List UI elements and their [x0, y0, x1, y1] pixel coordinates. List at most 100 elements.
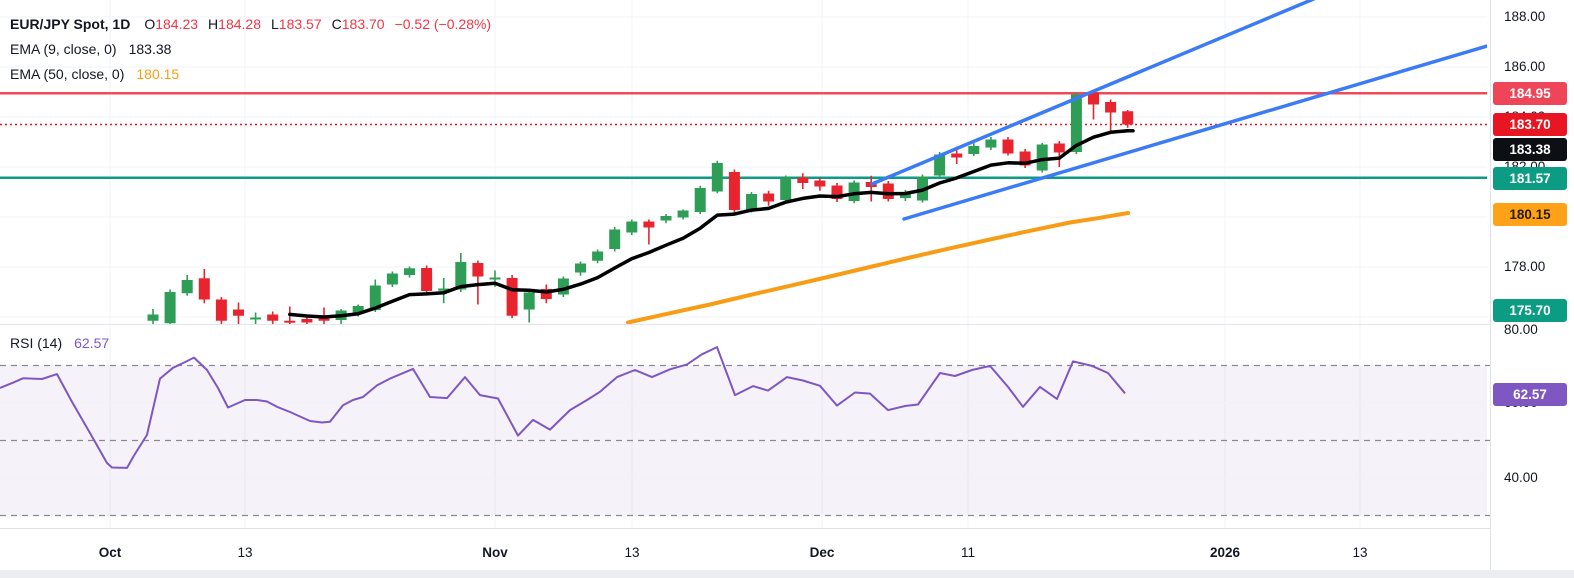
candle-body — [677, 210, 689, 218]
time-label-13: 13 — [624, 545, 640, 560]
candle-body — [250, 317, 262, 320]
price-pane — [0, 0, 1487, 325]
price-badge-62.57: 62.57 — [1493, 382, 1567, 406]
candle-body — [506, 278, 518, 316]
legend-symbol-row[interactable]: EUR/JPY Spot, 1D O184.23 H184.28 L183.57 C1… — [10, 11, 491, 36]
time-label-Nov: Nov — [482, 545, 508, 560]
candle-body — [164, 292, 176, 324]
candle-body — [1002, 139, 1014, 154]
rsi-pane — [0, 346, 1126, 469]
ema50-title: EMA (50, close, 0) — [10, 65, 125, 82]
price-badge-181.57: 181.57 — [1493, 166, 1567, 190]
candle-body — [694, 188, 706, 212]
price-badge-183.70: 183.70 — [1493, 113, 1567, 136]
axis-label-178.00: 178.00 — [1504, 259, 1546, 274]
ema50-line — [626, 211, 1130, 325]
candle-body — [763, 193, 775, 202]
candle-body — [711, 163, 723, 192]
candle-body — [540, 289, 552, 299]
candle-body — [557, 278, 569, 295]
candle-body — [352, 306, 364, 314]
vertical-gridlines — [109, 0, 1361, 528]
time-label-13: 13 — [237, 545, 253, 560]
candle-body — [643, 221, 655, 228]
candle-body — [746, 194, 757, 211]
candle-body — [934, 154, 946, 176]
price-gridlines — [0, 16, 1487, 318]
ema9-line — [288, 128, 1135, 319]
ohlc-field-O: O184.23 — [144, 15, 199, 32]
candle-body — [592, 251, 604, 261]
candle-body — [318, 318, 330, 321]
rsi-dashed-levels — [0, 364, 1493, 517]
candle-body — [523, 292, 535, 310]
candle-body — [1070, 94, 1082, 152]
candle-body — [215, 299, 227, 321]
candle-body — [626, 221, 638, 233]
legend-rsi-row[interactable]: RSI (14) 62.57 — [10, 330, 109, 355]
candle-body — [404, 268, 415, 275]
ohlc-fields: O184.23 H184.28 L183.57 C183.70 — [144, 16, 394, 32]
candle-body — [968, 146, 980, 154]
price-badge-183.38: 183.38 — [1493, 137, 1567, 161]
ema50-value: 180.15 — [136, 65, 180, 82]
price-badge-175.70: 175.70 — [1493, 298, 1567, 322]
candle-body — [951, 153, 963, 158]
axis-label-80.00: 80.00 — [1504, 322, 1538, 337]
rsi-line — [0, 346, 1126, 469]
ohlc-field-H: H184.28 — [208, 15, 261, 32]
rsi-title: RSI (14) — [10, 334, 63, 351]
price-badge-184.95: 184.95 — [1493, 81, 1567, 105]
candle-body — [1019, 151, 1031, 166]
ohlc-field-C: C183.70 — [331, 15, 385, 32]
candle-body — [780, 177, 792, 200]
rsi-legend: RSI (14) 62.57 — [10, 330, 109, 355]
candle-body — [660, 216, 672, 221]
candle-body — [489, 277, 501, 280]
trendline-upper[interactable] — [870, 0, 1316, 186]
candle-body — [1088, 92, 1099, 105]
time-axis[interactable]: Oct 13 Nov 13 Dec 11 2026 13 — [0, 528, 1574, 578]
ema9-title: EMA (9, close, 0) — [10, 40, 117, 57]
candle-body — [233, 309, 244, 316]
candle-body — [985, 139, 997, 148]
trendline-lower[interactable] — [902, 44, 1487, 221]
candle-body — [1053, 143, 1065, 153]
candle-body — [831, 185, 843, 199]
candle-body — [386, 273, 398, 285]
candle-body — [198, 278, 210, 300]
candle-body — [267, 314, 279, 321]
symbol-title: EUR/JPY Spot, 1D — [10, 15, 131, 32]
candle-body — [575, 263, 586, 273]
ema9-value: 183.38 — [128, 40, 172, 57]
axis-label-40.00: 40.00 — [1504, 470, 1538, 485]
candle-body — [455, 262, 467, 290]
legend-ema9-row[interactable]: EMA (9, close, 0) 183.38 — [10, 36, 491, 61]
legend-ema50-row[interactable]: EMA (50, close, 0) 180.15 — [10, 61, 491, 86]
candle-body — [421, 268, 433, 291]
price-badge-180.15: 180.15 — [1493, 202, 1567, 226]
candle-body — [147, 314, 159, 321]
candle-body — [301, 319, 313, 323]
candle-body — [369, 285, 381, 310]
candle-body — [1105, 102, 1117, 113]
ohlc-field-L: L183.57 — [271, 15, 322, 32]
candle-body — [728, 172, 740, 210]
axis-label-188.00: 188.00 — [1504, 9, 1546, 24]
candle-body — [1036, 144, 1048, 171]
rsi-value: 62.57 — [74, 334, 110, 351]
rsi-gridlines — [0, 402, 1487, 479]
candle-body — [609, 229, 621, 249]
time-label-2026: 2026 — [1209, 545, 1241, 560]
time-label-13: 13 — [1352, 545, 1368, 560]
candle-body — [882, 183, 894, 199]
bottom-strip — [0, 570, 1574, 578]
legend: EUR/JPY Spot, 1D O184.23 H184.28 L183.57 C1… — [10, 11, 491, 86]
candle-body — [181, 280, 193, 294]
price-axis[interactable]: 188.00186.00184.00182.00178.0080.0060.00… — [1490, 0, 1574, 578]
candle-body — [797, 177, 809, 183]
time-label-Dec: Dec — [809, 545, 835, 560]
candle-body — [438, 288, 450, 291]
